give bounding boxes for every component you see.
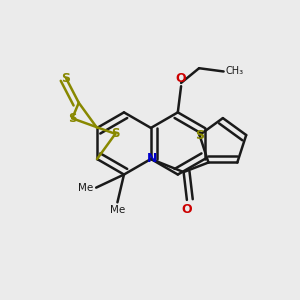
Text: Me: Me	[110, 205, 125, 215]
Text: O: O	[182, 202, 192, 215]
Text: CH₃: CH₃	[225, 67, 243, 76]
Text: S: S	[68, 112, 76, 125]
Text: S: S	[195, 129, 204, 142]
Text: Me: Me	[78, 183, 94, 193]
Text: S: S	[61, 72, 70, 85]
Text: N: N	[147, 152, 158, 164]
Text: O: O	[176, 72, 186, 85]
Text: S: S	[111, 128, 120, 140]
